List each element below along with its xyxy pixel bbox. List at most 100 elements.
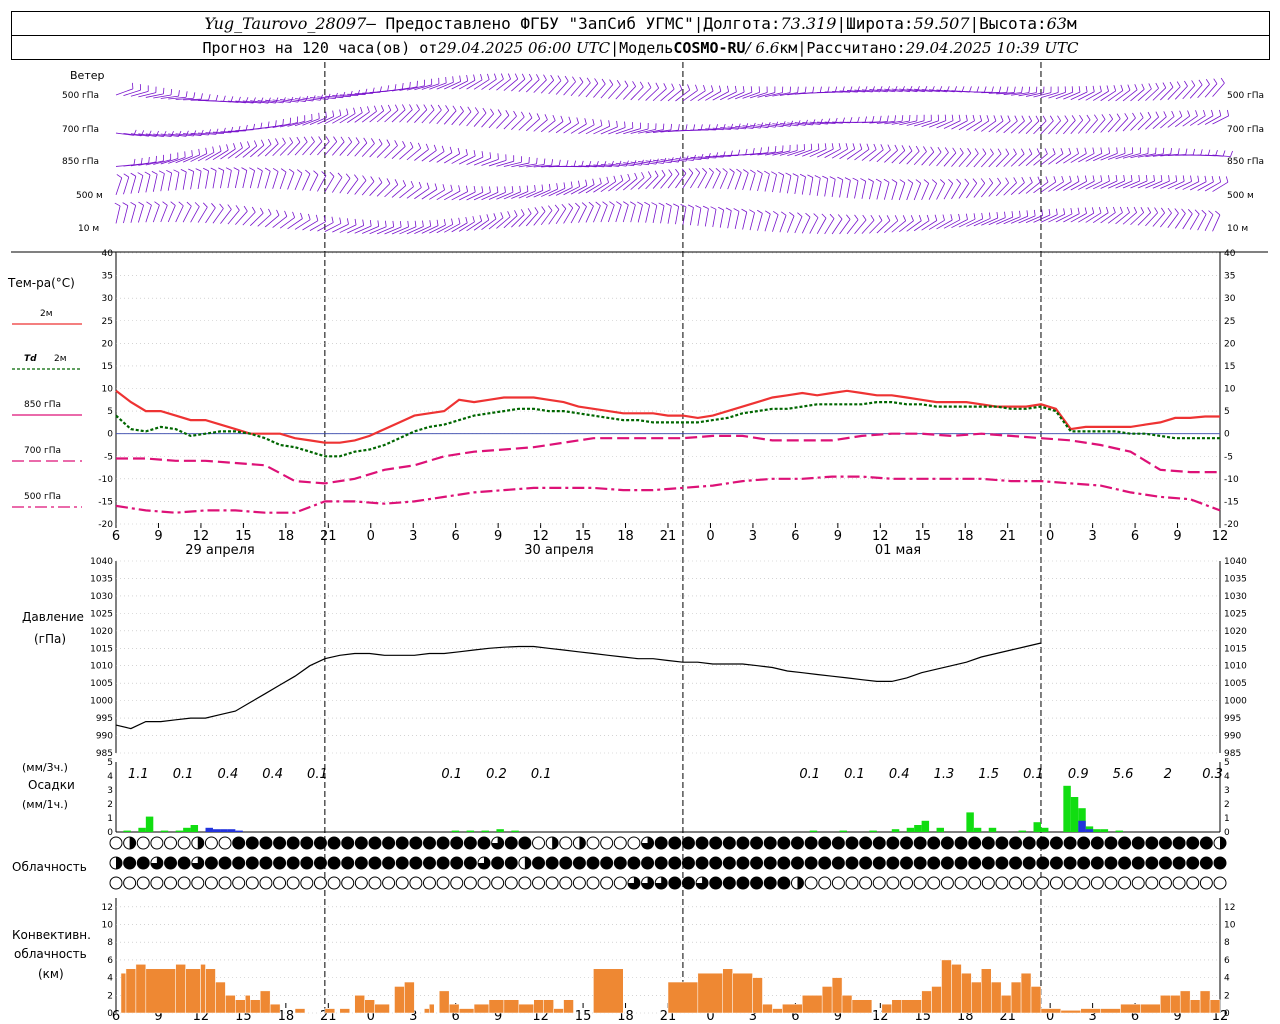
precip-y-tick: 3: [107, 786, 113, 796]
wind-barb: [212, 149, 229, 161]
wind-barb-feather: [862, 214, 867, 221]
precip-total-label: 0.1: [307, 767, 328, 782]
convective-bar: [931, 986, 942, 1014]
wind-barb: [354, 225, 372, 234]
wind-barb: [220, 209, 232, 224]
wind-barb-feather: [958, 213, 961, 220]
wind-barb: [1130, 212, 1144, 226]
wind-barb: [958, 183, 970, 199]
wind-barb-feather: [253, 140, 258, 147]
wind-barb-feather: [658, 202, 665, 206]
wind-barb: [279, 217, 295, 229]
wind-barb: [317, 116, 334, 125]
wind-barb: [928, 219, 945, 230]
wind-barb: [1197, 181, 1214, 191]
wind-barb: [995, 153, 1010, 168]
temperature-y-tick-right: -5: [1224, 452, 1233, 462]
wind-barb: [921, 88, 940, 93]
wind-barb: [347, 225, 364, 234]
cloud-cover-half: [552, 837, 559, 849]
precip-y-tick-right: 5: [1224, 758, 1230, 768]
wind-barb-feather: [243, 205, 248, 212]
cloud-cover-full: [1159, 837, 1172, 849]
precip-y-tick-right: 4: [1224, 772, 1230, 782]
wind-barb: [608, 84, 621, 99]
cloud-cover-full: [341, 857, 354, 869]
wind-barb: [630, 128, 649, 134]
wind-barb-feather: [173, 169, 180, 173]
wind-barb: [794, 149, 812, 157]
wind-barb-feather: [668, 169, 673, 175]
model-name: COSMO-RU: [673, 38, 746, 57]
wind-barb: [578, 206, 587, 223]
convective-bar: [250, 999, 261, 1014]
cloud-cover-full: [655, 857, 668, 869]
wind-barb: [779, 122, 798, 127]
wind-barb: [667, 205, 672, 224]
wind-barb-feather: [394, 84, 397, 91]
wind-barb: [615, 204, 622, 223]
wind-barb: [451, 222, 468, 233]
wind-barb: [473, 157, 491, 166]
wind-barb: [1040, 92, 1059, 99]
cloud-cover-symbol: [300, 876, 314, 890]
wind-title: Ветер: [70, 69, 104, 82]
wind-barb: [235, 210, 248, 225]
wind-barb-feather: [514, 73, 519, 80]
cloud-cover-symbol: [368, 876, 382, 890]
wind-barb-feather: [373, 105, 377, 112]
wind-barb-feather: [931, 179, 937, 184]
wind-barb-feather: [797, 212, 803, 217]
cloud-cover-symbol: [532, 836, 546, 850]
wind-barb-feather: [268, 138, 272, 145]
wind-barb: [540, 80, 554, 94]
wind-barb-feather: [764, 170, 770, 175]
wind-barb-feather: [606, 176, 609, 183]
wind-barb: [399, 186, 414, 199]
wind-barb: [794, 176, 799, 195]
wind-barb-feather: [959, 147, 964, 154]
convective-bar: [215, 981, 226, 1014]
wind-barb: [533, 189, 551, 198]
cloud-cover-symbol: [136, 836, 150, 850]
wind-barb: [384, 145, 398, 159]
wind-barb: [675, 173, 687, 189]
wind-level-1-right: 500 гПа: [1227, 91, 1264, 101]
wind-barb: [981, 153, 994, 168]
wind-barb: [1092, 119, 1106, 134]
cloud-cover-symbol: [273, 876, 287, 890]
precip-rain-bar: [1040, 827, 1049, 832]
wind-barb: [458, 221, 475, 232]
wind-barb: [250, 144, 265, 158]
wind-barb: [205, 132, 224, 135]
wind-barb: [496, 78, 511, 91]
wind-barb-feather: [402, 180, 407, 186]
temperature-y-tick: 35: [102, 272, 113, 282]
wind-barb: [541, 188, 558, 197]
wind-barb: [854, 180, 859, 199]
wind-barb: [399, 109, 413, 123]
temperature-y-tick: 30: [102, 294, 114, 304]
wind-barb-feather: [854, 214, 859, 220]
wind-barb: [981, 120, 997, 132]
wind-barb: [548, 80, 562, 95]
convective-bar: [752, 977, 763, 1014]
wind-barb-feather: [1077, 207, 1080, 214]
wind-barb: [578, 165, 597, 168]
wind-barb-feather: [1105, 206, 1109, 213]
wind-barb-feather: [950, 214, 953, 221]
wind-barb: [645, 160, 664, 164]
cloud-cover-symbol: [845, 876, 859, 890]
cloud-cover-symbol: [177, 876, 191, 890]
wind-barb: [555, 80, 569, 95]
wind-barb-feather: [952, 147, 957, 154]
wind-barb-feather: [1171, 110, 1175, 117]
wind-barb-feather: [544, 114, 548, 120]
wind-barb: [272, 216, 288, 228]
wind-barb-feather: [745, 148, 748, 155]
wind-barb-feather: [178, 90, 180, 97]
wind-barb: [570, 81, 584, 96]
separator: |: [610, 38, 620, 57]
wind-barb: [727, 172, 735, 190]
wind-barb: [697, 128, 716, 131]
